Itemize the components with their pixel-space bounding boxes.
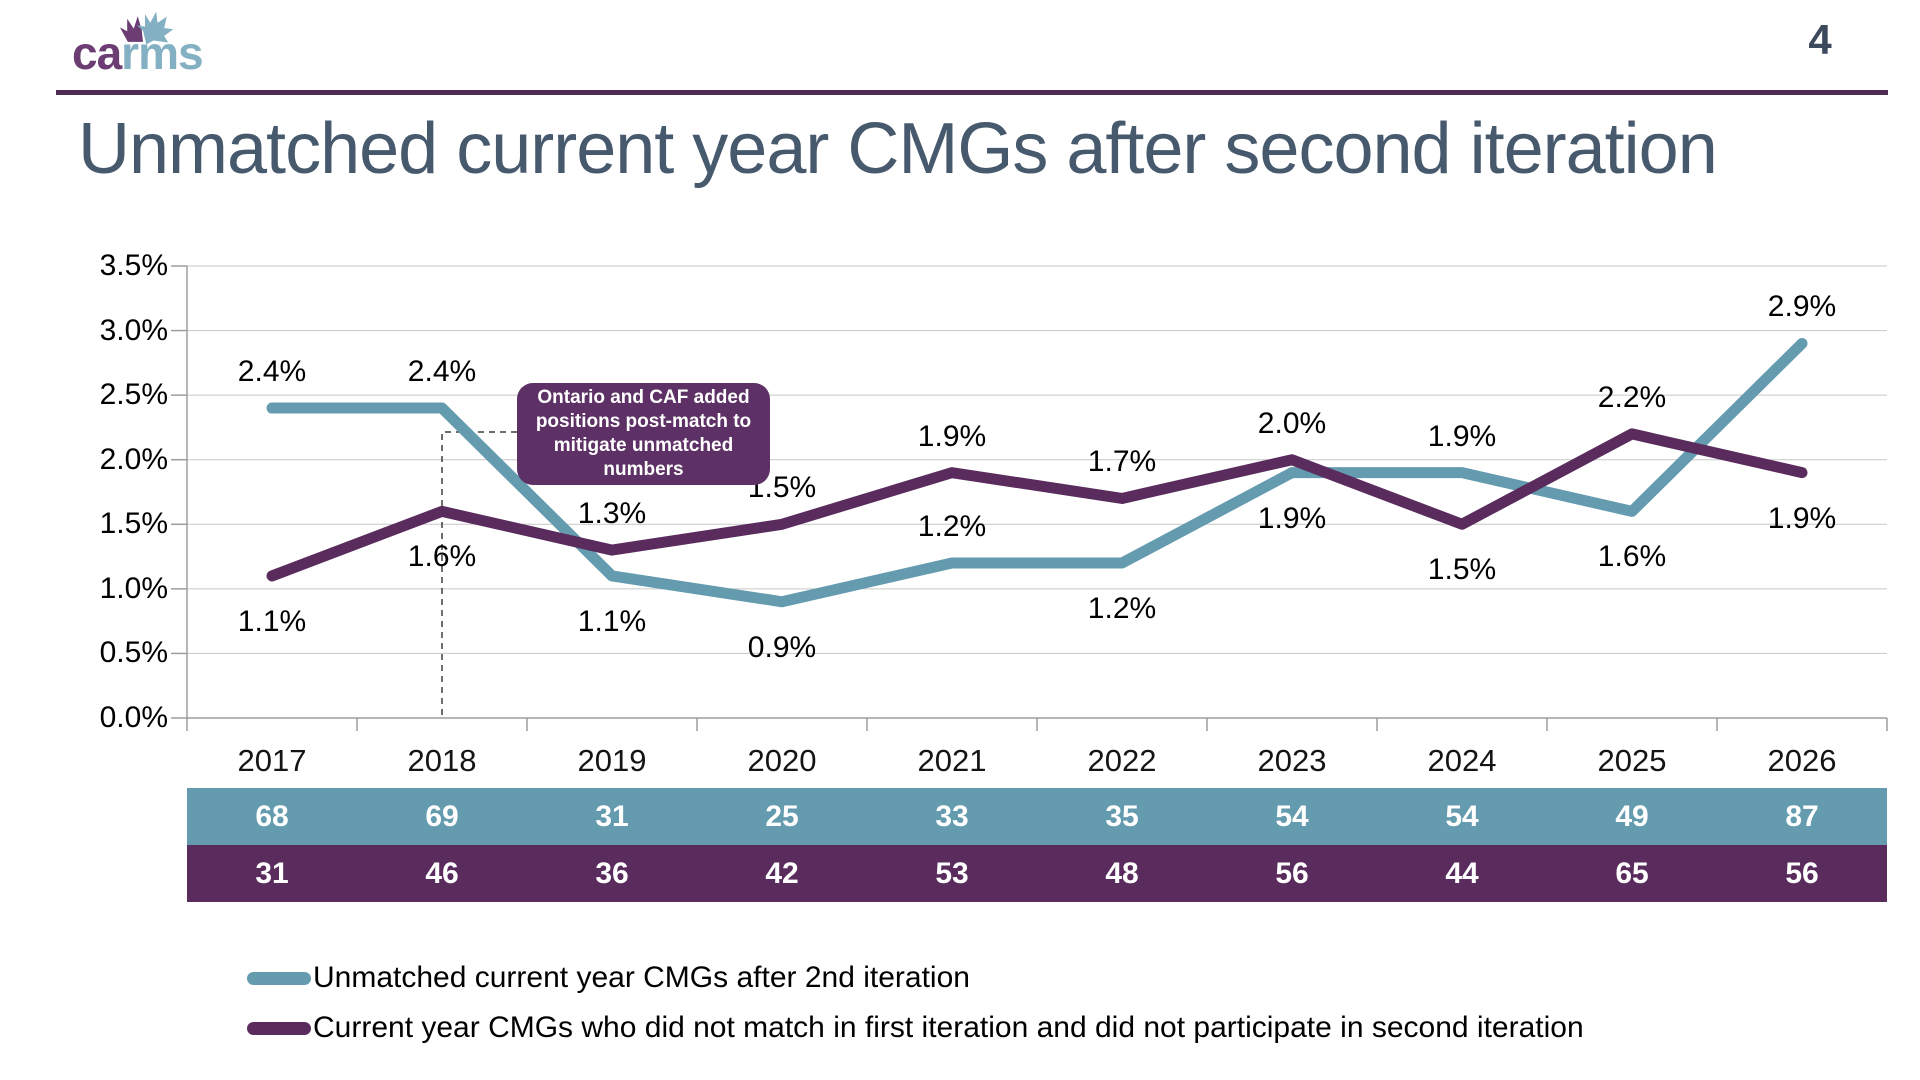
unmatched-after-2nd-iteration-series-line — [266, 337, 1808, 608]
legend-label-unmatched: Unmatched current year CMGs after 2nd it… — [313, 961, 970, 994]
annotation-text: Ontario and CAF added positions post-mat… — [535, 387, 752, 480]
legend-label-did-not-participate: Current year CMGs who did not match in f… — [313, 1011, 1584, 1044]
carms-logo-leaf-icon — [119, 11, 174, 45]
header-divider-rule — [56, 90, 1888, 95]
table-row-unmatched-counts — [187, 788, 1887, 845]
annotation-connector-dashed-line — [441, 431, 517, 718]
annotation-callout: Ontario and CAF added positions post-mat… — [517, 383, 770, 485]
legend-item-did-not-participate: Current year CMGs who did not match in f… — [247, 1008, 1584, 1048]
slide-title: Unmatched current year CMGs after second… — [78, 109, 1718, 189]
did-not-participate-2nd-iteration-series-line — [266, 428, 1808, 582]
legend-item-unmatched: Unmatched current year CMGs after 2nd it… — [247, 958, 970, 998]
logo-text-ca: ca — [72, 27, 122, 79]
legend-swatch-teal-line — [247, 971, 311, 985]
carms-logo-wordmark: carms — [72, 27, 204, 79]
table-row-did-not-participate-counts — [187, 845, 1887, 902]
legend-swatch-purple-line — [247, 1021, 311, 1035]
page-number: 4 — [1808, 16, 1832, 63]
logo-text-rms: rms — [121, 27, 203, 79]
